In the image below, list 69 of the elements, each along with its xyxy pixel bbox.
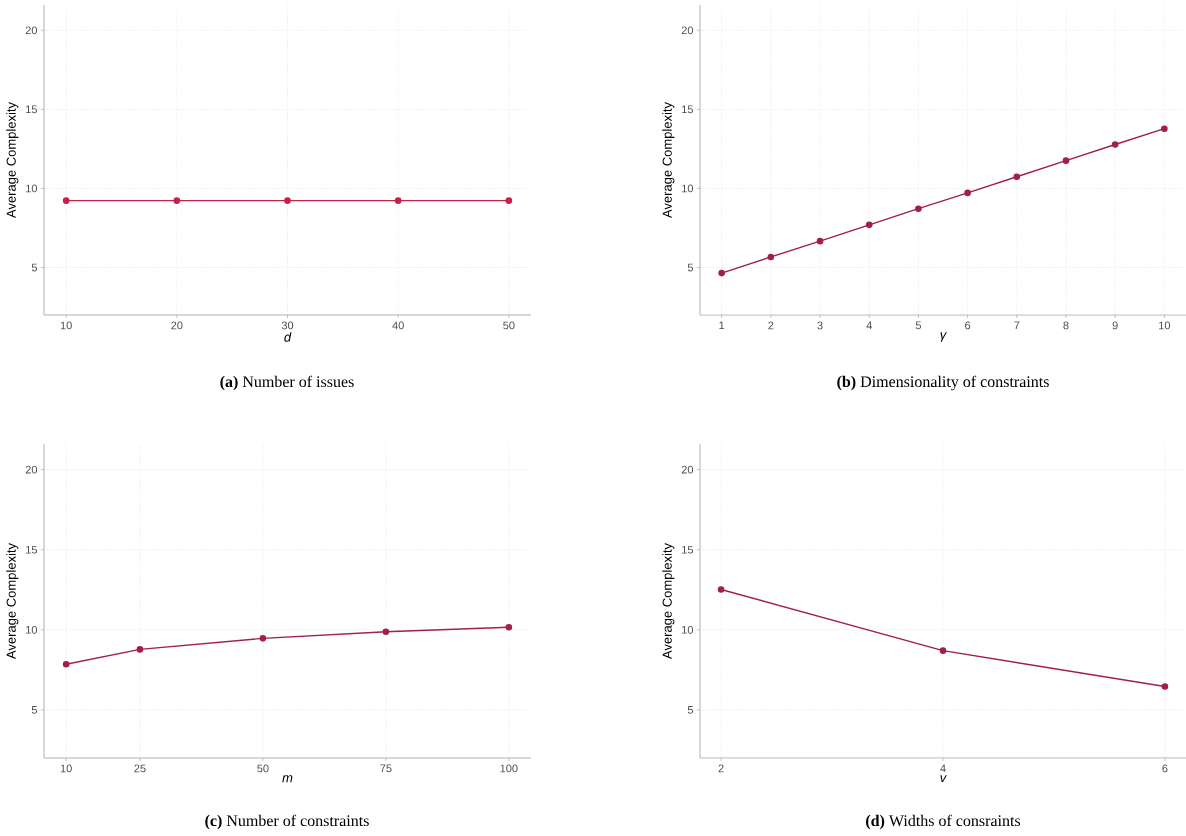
x-tick-label: 6 [1162,764,1168,773]
point [939,647,947,654]
x-tick-label: 7 [1014,321,1020,330]
y-tick-label: 5 [687,706,693,714]
point [1161,683,1169,690]
point [1161,125,1168,132]
y-tick-label: 5 [687,263,693,272]
text: (a) Number of issues [220,375,354,391]
y-tick-label: 20 [25,465,38,474]
point [62,660,70,668]
y-tick-label: 15 [682,105,693,114]
y-tick-label: 20 [681,465,694,474]
x-tick-label: 5 [915,321,921,330]
x-tick-label: 2 [768,321,774,330]
point [1111,141,1119,148]
x-tick-label: 10 [1159,321,1171,330]
x-tick-label: 8 [1063,321,1069,330]
point [718,269,725,277]
point [136,646,144,653]
x-axis-title: v [940,775,947,783]
x-tick-label: 50 [257,764,269,773]
y-axis-title: Average Complexity [6,102,19,219]
x-tick-label: 9 [1112,321,1118,330]
x-tick-label: 100 [500,764,518,773]
point [259,635,267,642]
y-tick-label: 15 [682,545,693,554]
point [1013,173,1021,181]
x-tick-label: 10 [60,764,72,773]
x-tick-label: 25 [134,764,146,773]
x-tick-label: 6 [965,321,971,330]
x-tick-label: 4 [940,764,946,773]
point [382,628,390,636]
text: (d) Widths of consraints [866,814,1021,830]
y-tick-label: 15 [26,545,37,554]
x-axis-title: m [282,775,293,783]
y-tick-label: 20 [25,26,38,35]
x-axis-title: γ [940,332,947,342]
x-tick-label: 75 [380,764,392,773]
x-tick-label: 30 [281,321,294,330]
y-tick-label: 10 [26,625,38,634]
x-axis-title: d [284,332,292,342]
x-tick-label: 40 [392,321,404,330]
point [505,623,513,631]
x-tick-label: 2 [718,764,724,773]
x-tick-label: 20 [171,321,183,330]
y-tick-label: 10 [682,625,694,634]
x-tick-label: 3 [817,321,823,330]
y-tick-label: 5 [31,263,37,272]
y-tick-label: 10 [26,184,38,193]
y-axis-title: Average Complexity [6,543,19,660]
point [915,205,922,213]
y-tick-label: 15 [26,105,37,114]
y-tick-label: 20 [681,26,694,35]
x-tick-label: 10 [60,321,72,330]
y-tick-label: 10 [682,184,694,193]
point [717,586,725,593]
text: (b) Dimensionality of constraints [837,375,1049,391]
text: (c) Number of constraints [205,814,369,830]
y-tick-label: 5 [31,706,37,714]
point [964,189,971,197]
x-tick-label: 50 [503,321,515,330]
point [1062,157,1070,164]
x-tick-label: 4 [866,321,872,330]
point [816,237,824,245]
point [865,221,873,229]
x-tick-label: 1 [719,321,725,330]
y-axis-title: Average Complexity [662,102,675,219]
y-axis-title: Average Complexity [662,543,675,660]
point [767,253,775,261]
